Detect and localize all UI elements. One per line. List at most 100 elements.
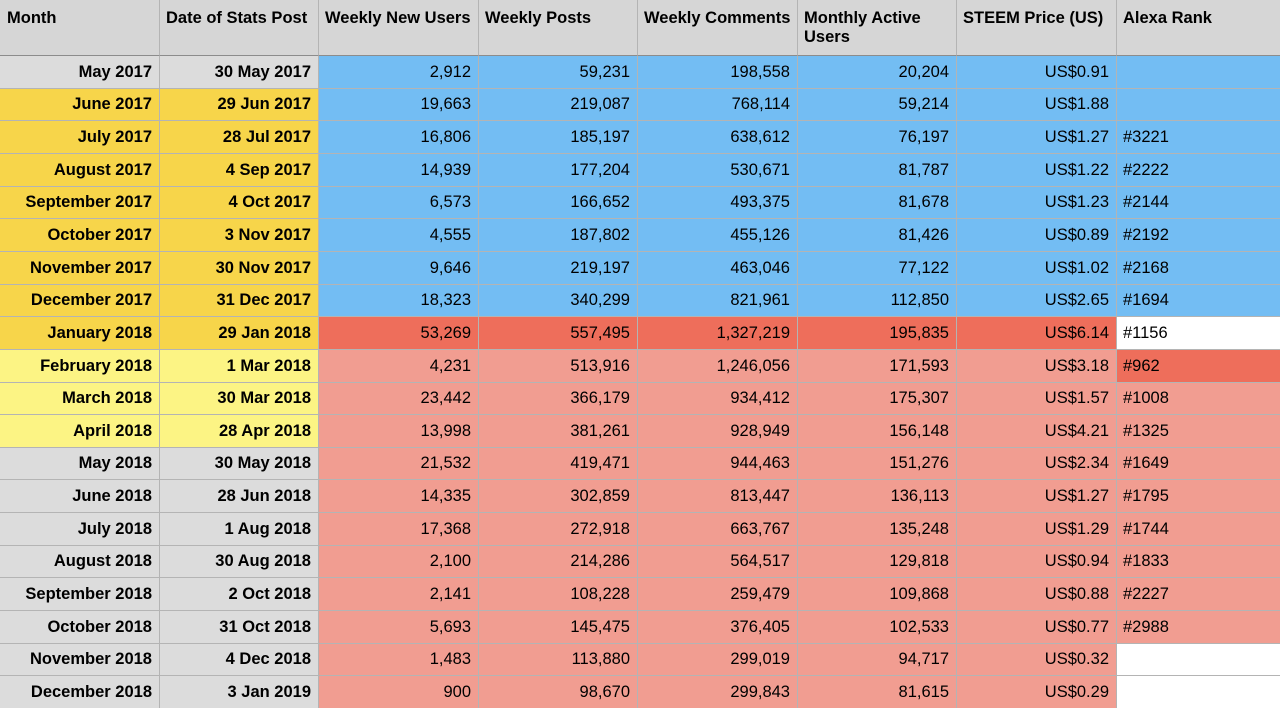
steem-price-cell[interactable]: US$4.21 <box>957 415 1117 448</box>
weekly-comments-cell[interactable]: 813,447 <box>638 480 798 513</box>
weekly-comments-cell[interactable]: 493,375 <box>638 187 798 219</box>
monthly-active-users-cell[interactable]: 109,868 <box>798 578 957 611</box>
weekly-posts-cell[interactable]: 59,231 <box>479 56 638 89</box>
date-cell[interactable]: 4 Oct 2017 <box>160 187 319 219</box>
weekly-posts-cell[interactable]: 98,670 <box>479 676 638 708</box>
weekly-posts-cell[interactable]: 145,475 <box>479 611 638 644</box>
weekly-new-users-cell[interactable]: 2,100 <box>319 546 479 578</box>
weekly-posts-cell[interactable]: 177,204 <box>479 154 638 187</box>
monthly-active-users-cell[interactable]: 195,835 <box>798 317 957 350</box>
weekly-comments-cell[interactable]: 564,517 <box>638 546 798 578</box>
date-cell[interactable]: 31 Oct 2018 <box>160 611 319 644</box>
weekly-new-users-cell[interactable]: 53,269 <box>319 317 479 350</box>
month-cell[interactable]: June 2017 <box>0 89 160 121</box>
date-cell[interactable]: 4 Sep 2017 <box>160 154 319 187</box>
weekly-new-users-cell[interactable]: 13,998 <box>319 415 479 448</box>
weekly-new-users-cell[interactable]: 6,573 <box>319 187 479 219</box>
alexa-rank-cell[interactable]: #1325 <box>1117 415 1280 448</box>
date-cell[interactable]: 28 Jun 2018 <box>160 480 319 513</box>
date-cell[interactable]: 30 Nov 2017 <box>160 252 319 285</box>
alexa-rank-cell[interactable]: #962 <box>1117 350 1280 383</box>
alexa-rank-cell[interactable]: #2227 <box>1117 578 1280 611</box>
monthly-active-users-cell[interactable]: 136,113 <box>798 480 957 513</box>
weekly-new-users-cell[interactable]: 2,912 <box>319 56 479 89</box>
weekly-comments-cell[interactable]: 663,767 <box>638 513 798 546</box>
column-header-weekly-new-users[interactable]: Weekly New Users <box>319 0 479 56</box>
column-header-month[interactable]: Month <box>0 0 160 56</box>
weekly-posts-cell[interactable]: 166,652 <box>479 187 638 219</box>
weekly-new-users-cell[interactable]: 9,646 <box>319 252 479 285</box>
date-cell[interactable]: 3 Nov 2017 <box>160 219 319 252</box>
weekly-comments-cell[interactable]: 1,246,056 <box>638 350 798 383</box>
monthly-active-users-cell[interactable]: 135,248 <box>798 513 957 546</box>
monthly-active-users-cell[interactable]: 102,533 <box>798 611 957 644</box>
date-cell[interactable]: 2 Oct 2018 <box>160 578 319 611</box>
weekly-comments-cell[interactable]: 463,046 <box>638 252 798 285</box>
alexa-rank-cell[interactable]: #1649 <box>1117 448 1280 480</box>
weekly-new-users-cell[interactable]: 14,939 <box>319 154 479 187</box>
month-cell[interactable]: August 2017 <box>0 154 160 187</box>
month-cell[interactable]: August 2018 <box>0 546 160 578</box>
month-cell[interactable]: November 2018 <box>0 644 160 676</box>
steem-price-cell[interactable]: US$1.88 <box>957 89 1117 121</box>
monthly-active-users-cell[interactable]: 77,122 <box>798 252 957 285</box>
month-cell[interactable]: February 2018 <box>0 350 160 383</box>
steem-price-cell[interactable]: US$1.57 <box>957 383 1117 415</box>
weekly-new-users-cell[interactable]: 1,483 <box>319 644 479 676</box>
month-cell[interactable]: September 2018 <box>0 578 160 611</box>
weekly-comments-cell[interactable]: 198,558 <box>638 56 798 89</box>
monthly-active-users-cell[interactable]: 81,787 <box>798 154 957 187</box>
steem-price-cell[interactable]: US$6.14 <box>957 317 1117 350</box>
month-cell[interactable]: May 2018 <box>0 448 160 480</box>
monthly-active-users-cell[interactable]: 156,148 <box>798 415 957 448</box>
column-header-steem-price[interactable]: STEEM Price (US) <box>957 0 1117 56</box>
date-cell[interactable]: 1 Mar 2018 <box>160 350 319 383</box>
column-header-alexa-rank[interactable]: Alexa Rank <box>1117 0 1280 56</box>
steem-price-cell[interactable]: US$0.89 <box>957 219 1117 252</box>
alexa-rank-cell[interactable]: #1008 <box>1117 383 1280 415</box>
steem-price-cell[interactable]: US$0.32 <box>957 644 1117 676</box>
column-header-date[interactable]: Date of Stats Post <box>160 0 319 56</box>
alexa-rank-cell[interactable]: #2168 <box>1117 252 1280 285</box>
alexa-rank-cell[interactable]: #1833 <box>1117 546 1280 578</box>
steem-price-cell[interactable]: US$0.88 <box>957 578 1117 611</box>
steem-price-cell[interactable]: US$1.23 <box>957 187 1117 219</box>
weekly-new-users-cell[interactable]: 4,231 <box>319 350 479 383</box>
weekly-comments-cell[interactable]: 928,949 <box>638 415 798 448</box>
weekly-new-users-cell[interactable]: 18,323 <box>319 285 479 317</box>
weekly-posts-cell[interactable]: 557,495 <box>479 317 638 350</box>
weekly-new-users-cell[interactable]: 4,555 <box>319 219 479 252</box>
monthly-active-users-cell[interactable]: 59,214 <box>798 89 957 121</box>
weekly-comments-cell[interactable]: 768,114 <box>638 89 798 121</box>
monthly-active-users-cell[interactable]: 171,593 <box>798 350 957 383</box>
monthly-active-users-cell[interactable]: 76,197 <box>798 121 957 154</box>
column-header-monthly-active-users[interactable]: Monthly Active Users <box>798 0 957 56</box>
date-cell[interactable]: 3 Jan 2019 <box>160 676 319 708</box>
month-cell[interactable]: July 2018 <box>0 513 160 546</box>
weekly-posts-cell[interactable]: 219,197 <box>479 252 638 285</box>
weekly-posts-cell[interactable]: 187,802 <box>479 219 638 252</box>
date-cell[interactable]: 29 Jun 2017 <box>160 89 319 121</box>
alexa-rank-cell[interactable] <box>1117 89 1280 121</box>
date-cell[interactable]: 28 Apr 2018 <box>160 415 319 448</box>
alexa-rank-cell[interactable] <box>1117 676 1280 708</box>
date-cell[interactable]: 29 Jan 2018 <box>160 317 319 350</box>
weekly-posts-cell[interactable]: 302,859 <box>479 480 638 513</box>
month-cell[interactable]: November 2017 <box>0 252 160 285</box>
steem-price-cell[interactable]: US$2.65 <box>957 285 1117 317</box>
month-cell[interactable]: April 2018 <box>0 415 160 448</box>
alexa-rank-cell[interactable]: #2222 <box>1117 154 1280 187</box>
weekly-new-users-cell[interactable]: 16,806 <box>319 121 479 154</box>
monthly-active-users-cell[interactable]: 151,276 <box>798 448 957 480</box>
monthly-active-users-cell[interactable]: 81,615 <box>798 676 957 708</box>
alexa-rank-cell[interactable]: #2192 <box>1117 219 1280 252</box>
weekly-comments-cell[interactable]: 299,843 <box>638 676 798 708</box>
date-cell[interactable]: 28 Jul 2017 <box>160 121 319 154</box>
steem-price-cell[interactable]: US$0.77 <box>957 611 1117 644</box>
date-cell[interactable]: 30 Mar 2018 <box>160 383 319 415</box>
steem-price-cell[interactable]: US$0.91 <box>957 56 1117 89</box>
monthly-active-users-cell[interactable]: 81,426 <box>798 219 957 252</box>
month-cell[interactable]: January 2018 <box>0 317 160 350</box>
date-cell[interactable]: 31 Dec 2017 <box>160 285 319 317</box>
weekly-posts-cell[interactable]: 366,179 <box>479 383 638 415</box>
